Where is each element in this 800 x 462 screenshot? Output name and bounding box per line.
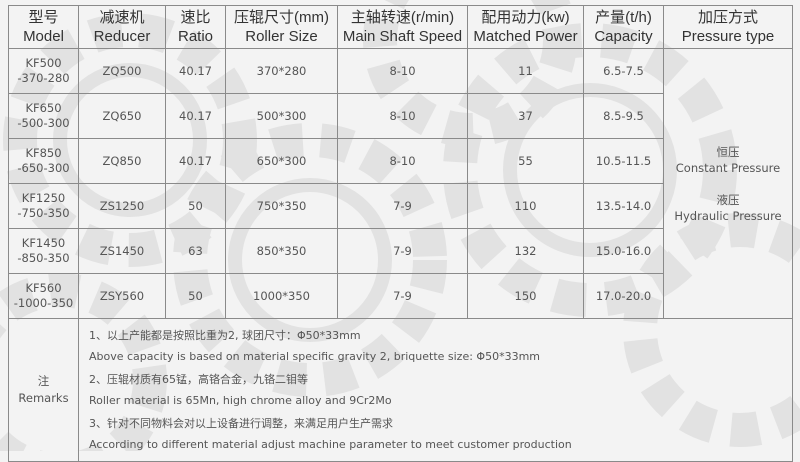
reducer-cell: ZS1250 <box>78 183 166 229</box>
reducer-cell: ZQ500 <box>78 48 166 94</box>
reducer-cell: ZQ650 <box>78 93 166 139</box>
column-header: 加压方式 Pressure type <box>663 5 793 49</box>
speed-cell: 7-9 <box>337 228 468 274</box>
roller-cell: 650*300 <box>225 138 338 184</box>
table-row: KF1250 -750-350 ZS1250 50 750*350 7-9 110 13.5-… <box>8 183 793 229</box>
ratio-cell: 40.17 <box>165 138 226 184</box>
column-header: 速比 Ratio <box>165 5 226 49</box>
column-header: 压辊尺寸(mm) Roller Size <box>225 5 338 49</box>
ratio-cell: 40.17 <box>165 48 226 94</box>
power-cell: 150 <box>467 273 584 319</box>
ratio-cell: 40.17 <box>165 93 226 139</box>
remark-line: According to different material adjust m… <box>89 438 572 451</box>
reducer-cell: ZS1450 <box>78 228 166 274</box>
remarks-label: 注 Remarks <box>8 318 79 462</box>
product-spec-table: 型号 Model 减速机 Reducer 速比 Ratio 压辊尺寸(mm) Roller S… <box>8 5 793 462</box>
reducer-cell: ZSY560 <box>78 273 166 319</box>
ratio-cell: 50 <box>165 183 226 229</box>
model-cell: KF650 -500-300 <box>8 93 79 139</box>
header-row: 型号 Model 减速机 Reducer 速比 Ratio 压辊尺寸(mm) Roller S… <box>8 5 793 49</box>
model-cell: KF560 -1000-350 <box>8 273 79 319</box>
column-header: 主轴转速(r/min) Main Shaft Speed <box>337 5 468 49</box>
ratio-cell: 63 <box>165 228 226 274</box>
roller-cell: 1000*350 <box>225 273 338 319</box>
speed-cell: 7-9 <box>337 273 468 319</box>
capacity-cell: 8.5-9.5 <box>583 93 664 139</box>
power-cell: 110 <box>467 183 584 229</box>
remarks-content: 1、以上产能都是按照比重为2, 球团尺寸：Φ50*33mm Above capac… <box>78 318 793 462</box>
model-cell: KF850 -650-300 <box>8 138 79 184</box>
speed-cell: 8-10 <box>337 138 468 184</box>
column-header: 产量(t/h) Capacity <box>583 5 664 49</box>
power-cell: 37 <box>467 93 584 139</box>
speed-cell: 8-10 <box>337 93 468 139</box>
speed-cell: 8-10 <box>337 48 468 94</box>
power-cell: 132 <box>467 228 584 274</box>
column-header: 减速机 Reducer <box>78 5 166 49</box>
roller-cell: 850*350 <box>225 228 338 274</box>
model-cell: KF1450 -850-350 <box>8 228 79 274</box>
roller-cell: 500*300 <box>225 93 338 139</box>
model-cell: KF500 -370-280 <box>8 48 79 94</box>
power-cell: 11 <box>467 48 584 94</box>
capacity-cell: 17.0-20.0 <box>583 273 664 319</box>
remark-line: 2、压辊材质有65锰，高铬合金，九铬二钼等 <box>89 373 308 386</box>
speed-cell: 7-9 <box>337 183 468 229</box>
remarks-row: 注 Remarks 1、以上产能都是按照比重为2, 球团尺寸：Φ50*33mm Ab… <box>8 318 793 462</box>
column-header: 型号 Model <box>8 5 79 49</box>
remark-line: Roller material is 65Mn, high chrome all… <box>89 394 392 407</box>
table-row: KF500 -370-280 ZQ500 40.17 370*280 8-10 11 6.5-… <box>8 48 793 319</box>
remark-line: 1、以上产能都是按照比重为2, 球团尺寸：Φ50*33mm <box>89 329 361 342</box>
capacity-cell: 6.5-7.5 <box>583 48 664 94</box>
capacity-cell: 13.5-14.0 <box>583 183 664 229</box>
roller-cell: 370*280 <box>225 48 338 94</box>
pressure-type-cell: 恒压 Constant Pressure 液压 Hydraulic Pressure <box>663 48 793 319</box>
capacity-cell: 10.5-11.5 <box>583 138 664 184</box>
capacity-cell: 15.0-16.0 <box>583 228 664 274</box>
table-row: KF560 -1000-350 ZSY560 50 1000*350 7-9 150 17.0… <box>8 273 793 319</box>
model-cell: KF1250 -750-350 <box>8 183 79 229</box>
ratio-cell: 50 <box>165 273 226 319</box>
roller-cell: 750*350 <box>225 183 338 229</box>
reducer-cell: ZQ850 <box>78 138 166 184</box>
remark-line: 3、针对不同物料会对以上设备进行调整，来满足用户生产需求 <box>89 417 393 430</box>
table-row: KF650 -500-300 ZQ650 40.17 500*300 8-10 37 8.5-… <box>8 93 793 139</box>
column-header: 配用动力(kw) Matched Power <box>467 5 584 49</box>
power-cell: 55 <box>467 138 584 184</box>
remark-line: Above capacity is based on material spec… <box>89 350 541 363</box>
